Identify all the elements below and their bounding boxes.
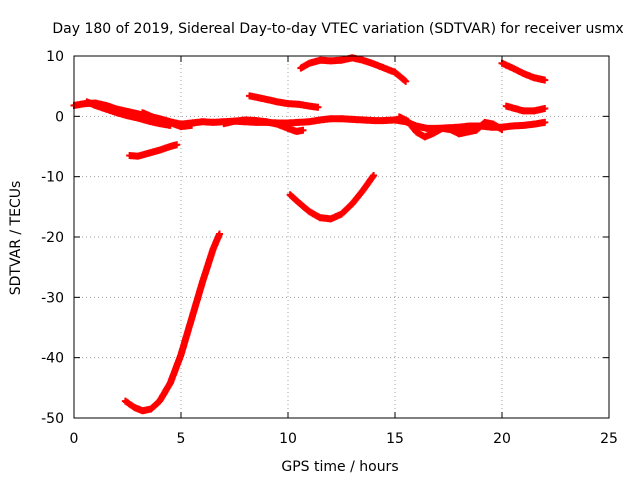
series-trace — [298, 54, 409, 84]
x-tick-label: 25 — [600, 431, 618, 447]
x-tick-label: 15 — [386, 431, 404, 447]
series-track-5 — [395, 113, 506, 141]
series-track-2 — [83, 98, 174, 129]
series-trace — [504, 103, 547, 115]
series-trace — [287, 173, 377, 223]
series-track-8 — [297, 54, 410, 85]
y-tick-label: -40 — [41, 351, 64, 367]
y-tick-label: 0 — [55, 109, 64, 125]
series-track-4 — [220, 116, 307, 135]
series-trace — [397, 114, 505, 140]
y-tick-label: -30 — [41, 290, 64, 306]
chart-title: Day 180 of 2019, Sidereal Day-to-day VTE… — [52, 21, 623, 37]
y-tick-label: -20 — [41, 230, 64, 246]
x-tick-label: 20 — [493, 431, 511, 447]
y-tick-label: -10 — [41, 170, 64, 186]
series-track-10 — [502, 102, 549, 115]
series-trace — [140, 109, 194, 130]
series-track-11 — [286, 171, 378, 223]
y-tick-label: 10 — [46, 49, 64, 65]
data-marks — [70, 54, 549, 415]
series-trace — [499, 60, 547, 84]
y-axis-label: SDTVAR / TECUs — [8, 181, 24, 296]
y-tick-label: -50 — [41, 411, 64, 427]
x-axis-label: GPS time / hours — [281, 459, 398, 475]
axis-ticks — [73, 55, 610, 419]
series-track-6 — [126, 141, 181, 160]
series-track-9 — [498, 59, 549, 84]
series-track-3 — [138, 109, 196, 131]
grid — [74, 56, 609, 418]
series-trace — [84, 98, 173, 129]
series-trace — [123, 231, 223, 414]
x-tick-label: 5 — [177, 431, 186, 447]
tick-labels: 0 5 10 15 20 25 -50 -40 -30 -20 -10 0 10 — [41, 49, 618, 447]
series-track-12 — [121, 230, 224, 415]
x-tick-label: 0 — [70, 431, 79, 447]
series-trace — [127, 141, 179, 160]
series-trace — [221, 116, 306, 135]
x-tick-label: 10 — [279, 431, 297, 447]
series-trace — [247, 92, 320, 111]
series-track-7 — [245, 92, 322, 111]
